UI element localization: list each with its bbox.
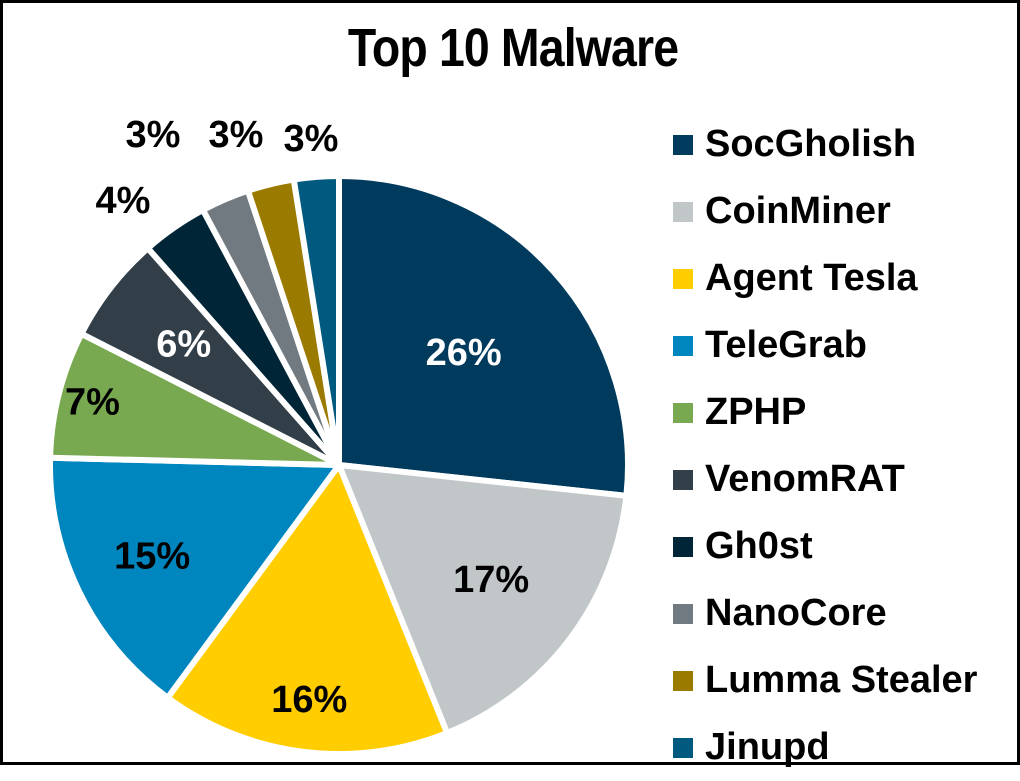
data-label: 17% (453, 559, 529, 601)
legend-item: Jinupd (673, 714, 1018, 781)
pie-chart: 26% 17% 16% 15% 7% 6% 4% 3% 3% 3% (47, 114, 631, 757)
legend-label: CoinMiner (705, 190, 891, 232)
legend-label: Jinupd (705, 726, 830, 768)
legend-swatch-icon (673, 201, 693, 222)
legend-swatch-icon (673, 268, 693, 289)
pie-slice-telegrab (47, 454, 342, 701)
legend-label: Gh0st (705, 525, 813, 567)
legend-item: CoinMiner (673, 178, 1018, 245)
data-label: 15% (114, 536, 190, 578)
pie-slice-jinupd (290, 173, 342, 468)
legend-label: NanoCore (705, 592, 887, 634)
data-label: 6% (156, 324, 211, 366)
legend-label: TeleGrab (705, 324, 867, 366)
legend-item: VenomRAT (673, 446, 1018, 513)
legend-item: NanoCore (673, 580, 1018, 647)
data-label: 26% (426, 332, 502, 374)
legend-item: SocGholish (673, 111, 1018, 178)
legend-swatch-icon (673, 536, 693, 557)
legend-item: TeleGrab (673, 312, 1018, 379)
legend-item: ZPHP (673, 379, 1018, 446)
chart-title: Top 10 Malware (347, 18, 679, 78)
data-label: 3% (209, 114, 264, 156)
legend-label: Agent Tesla (705, 257, 918, 299)
legend-swatch-icon (673, 335, 693, 356)
pie-slice-coinminer (336, 462, 630, 737)
legend-swatch-icon (673, 670, 693, 691)
data-label: 3% (126, 114, 181, 156)
legend-swatch-icon (673, 402, 693, 423)
data-label: 3% (284, 118, 339, 160)
legend-label: SocGholish (705, 123, 917, 165)
legend-label: VenomRAT (705, 458, 905, 500)
legend-label: ZPHP (705, 391, 807, 433)
legend-item: Gh0st (673, 513, 1018, 580)
legend-swatch-icon (673, 737, 693, 758)
legend: SocGholish CoinMiner Agent Tesla TeleGrab ZP… (673, 111, 1018, 781)
pie-slice-agent-tesla (164, 462, 451, 757)
legend-item: Agent Tesla (673, 245, 1018, 312)
pie-slice-socgholish (336, 173, 631, 499)
legend-label: Lumma Stealer (705, 659, 978, 701)
pie-slice-zphp (47, 330, 342, 468)
legend-swatch-icon (673, 469, 693, 490)
data-label: 4% (96, 180, 151, 222)
legend-item: Lumma Stealer (673, 647, 1018, 714)
legend-swatch-icon (673, 134, 693, 155)
legend-swatch-icon (673, 603, 693, 624)
data-label: 7% (65, 382, 120, 424)
data-label: 16% (271, 679, 347, 721)
